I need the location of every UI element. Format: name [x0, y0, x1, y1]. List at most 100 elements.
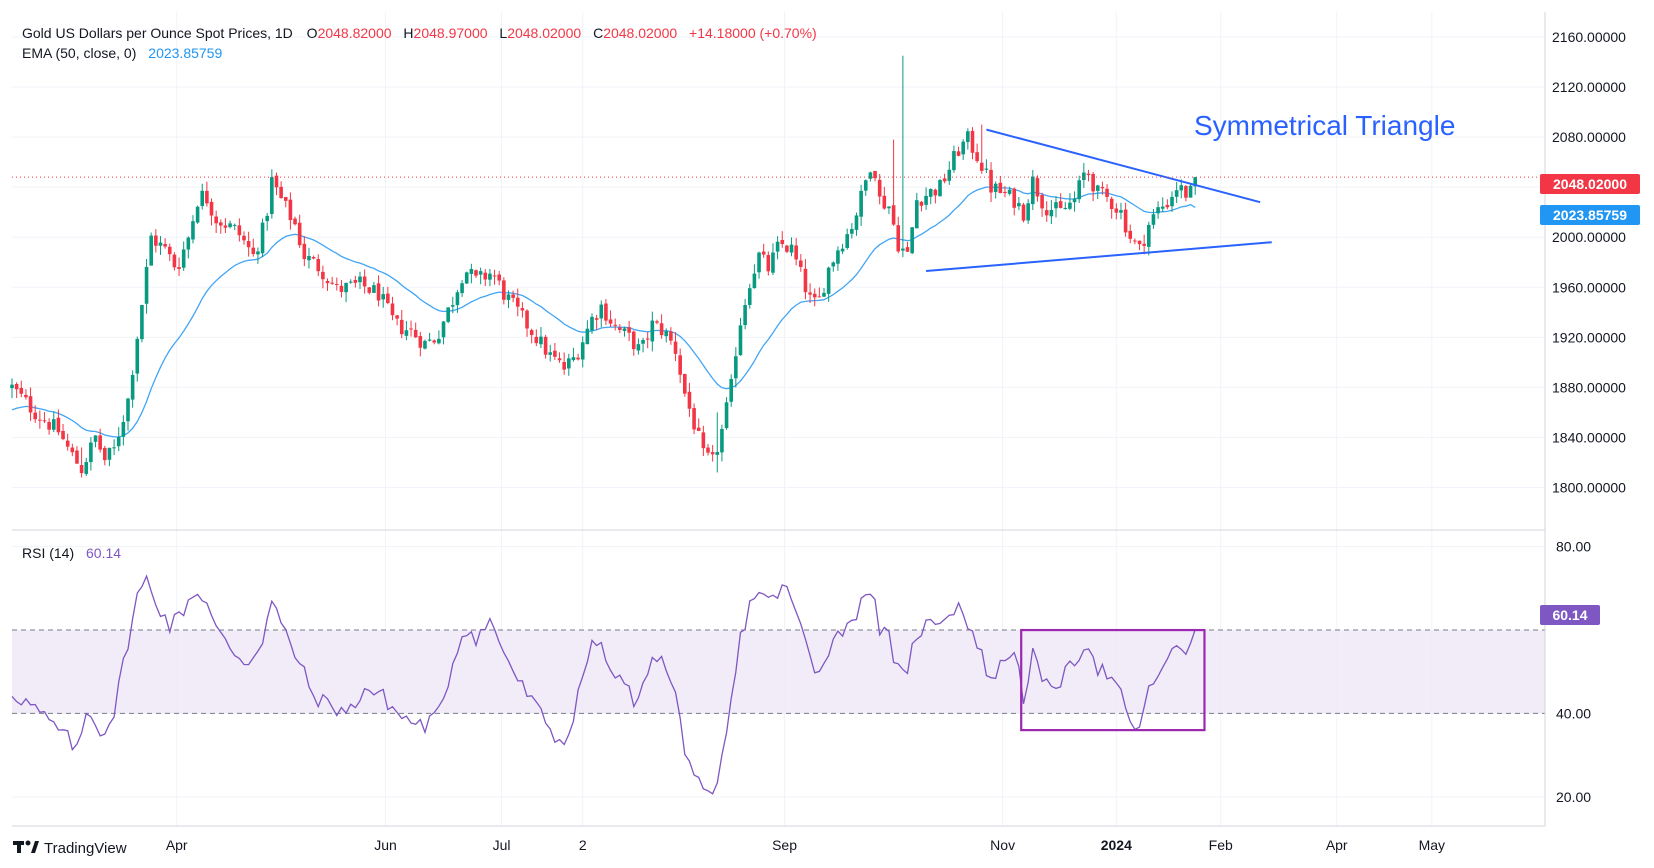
candle-body: [687, 391, 692, 409]
time-axis[interactable]: Apr Jun Jul 2 Sep Nov 2024 Feb Apr May: [166, 837, 1445, 853]
triangle-annotation[interactable]: Symmetrical Triangle: [1194, 110, 1455, 141]
candle: [757, 251, 761, 279]
tradingview-logo[interactable]: TradingView: [13, 840, 127, 857]
candle: [933, 188, 938, 204]
candle: [664, 328, 669, 343]
rsi-axis[interactable]: 80.00 40.00 20.00: [1556, 539, 1591, 805]
candle: [873, 170, 877, 182]
candle: [952, 145, 956, 173]
candle: [1054, 196, 1058, 218]
candle: [650, 311, 655, 352]
ema-legend[interactable]: EMA (50, close, 0) 2023.85759: [22, 45, 222, 61]
candle: [812, 288, 817, 307]
candle-body: [817, 296, 822, 298]
candle: [89, 437, 93, 471]
price-axis[interactable]: 2160.000002120.000002080.000002040.00000…: [1552, 29, 1626, 495]
candle: [121, 415, 126, 446]
candle: [511, 290, 515, 303]
candle: [567, 353, 571, 376]
legend-line[interactable]: Gold US Dollars per Ounce Spot Prices, 1…: [22, 25, 817, 41]
candle: [942, 173, 947, 184]
candle-body: [1105, 188, 1109, 197]
candle-body: [353, 279, 358, 283]
candle: [631, 330, 636, 356]
candle: [158, 235, 163, 255]
candle: [1133, 238, 1137, 245]
time-tick-label: Apr: [1326, 837, 1348, 853]
candle: [483, 269, 488, 287]
candle: [167, 243, 172, 262]
candle-body: [93, 435, 98, 442]
candle-body: [975, 152, 979, 162]
candle: [585, 320, 590, 345]
candle: [1068, 193, 1072, 211]
candle-body: [130, 374, 135, 400]
candle-body: [372, 285, 376, 293]
candle-body: [942, 178, 947, 182]
candle: [464, 271, 469, 284]
rsi-legend[interactable]: RSI (14) 60.14: [22, 545, 121, 561]
candle-body: [399, 319, 404, 335]
candle: [901, 55, 905, 258]
candle-body: [158, 242, 163, 246]
candle-body: [1142, 243, 1146, 246]
candle-body: [177, 267, 181, 269]
candle-body: [933, 189, 938, 196]
candle: [696, 418, 701, 432]
candle: [302, 236, 307, 267]
candle-body: [970, 130, 975, 153]
candle-body: [1095, 185, 1100, 191]
candle: [998, 175, 1003, 194]
candle-body: [42, 420, 47, 422]
candle: [288, 192, 293, 230]
candle: [61, 423, 65, 441]
candle: [367, 286, 372, 295]
candle: [232, 223, 237, 231]
candle-body: [339, 285, 344, 292]
candle: [478, 267, 483, 285]
candle-body: [604, 303, 608, 321]
candle-body: [1184, 186, 1188, 198]
price-tick-label: 1840.00000: [1552, 429, 1626, 445]
candle: [1026, 199, 1030, 224]
candle-body: [710, 452, 715, 455]
candle-body: [404, 330, 409, 336]
candle: [344, 282, 348, 303]
candle-body: [789, 244, 794, 253]
candle: [706, 444, 710, 456]
candle: [38, 410, 42, 429]
candle-body: [896, 225, 901, 252]
time-tick-label: Nov: [990, 837, 1015, 853]
candle: [525, 309, 529, 337]
candle: [543, 334, 548, 359]
candle-body: [149, 235, 153, 266]
candle: [1123, 202, 1128, 237]
candle: [404, 321, 409, 341]
candle-body: [293, 218, 297, 225]
candle-body: [724, 402, 729, 429]
candle: [1142, 234, 1146, 255]
candle-body: [446, 307, 450, 322]
candle: [529, 328, 534, 344]
candle: [228, 220, 232, 229]
candle-body: [822, 292, 826, 297]
candle-body: [209, 201, 214, 216]
candle-body: [859, 190, 863, 217]
candle: [627, 320, 631, 342]
candle: [553, 343, 557, 360]
candle-body: [1165, 204, 1170, 208]
candle-body: [228, 223, 232, 228]
candle-body: [771, 252, 775, 273]
candle-body: [919, 201, 924, 206]
candle: [1188, 183, 1193, 198]
price-tick-label: 2120.00000: [1552, 79, 1626, 95]
candle: [720, 424, 724, 462]
candle: [882, 186, 887, 210]
candle-body: [84, 462, 89, 474]
candle: [645, 331, 650, 349]
candle: [515, 288, 520, 317]
candle-body: [460, 283, 464, 294]
candle: [386, 286, 390, 305]
candle-body: [265, 215, 269, 222]
candle: [520, 302, 525, 318]
